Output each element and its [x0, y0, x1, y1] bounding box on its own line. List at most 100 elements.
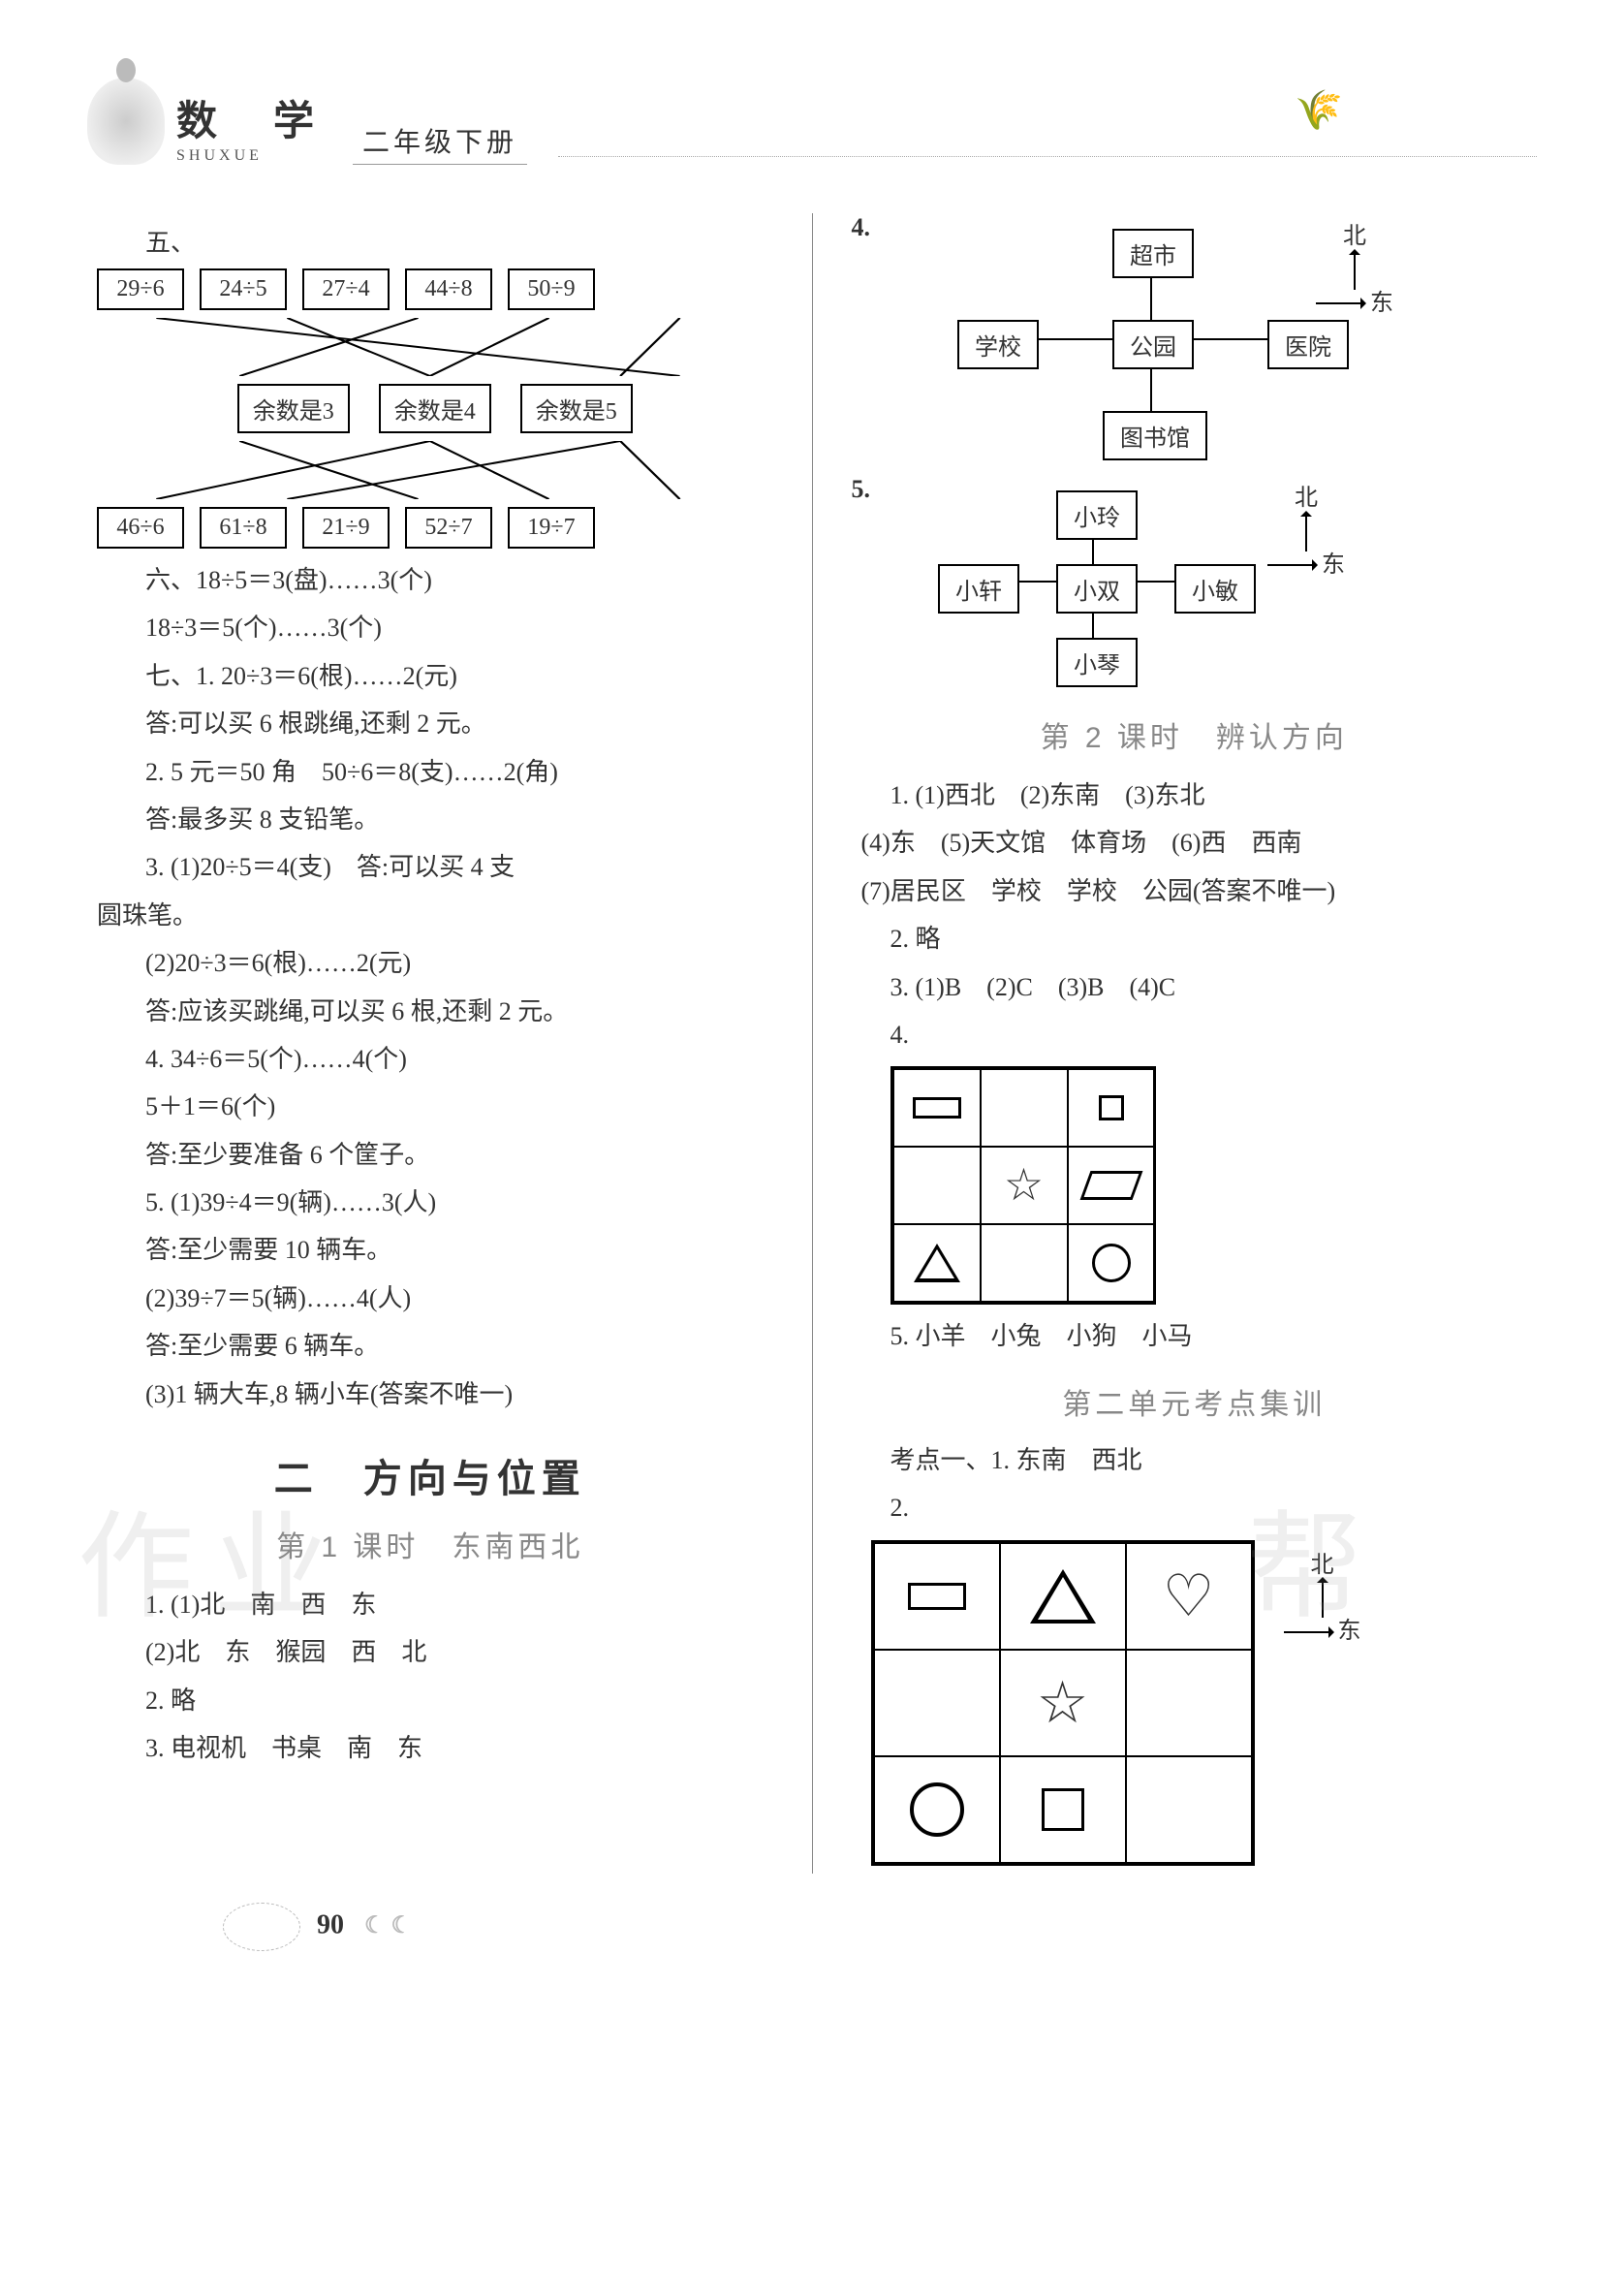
- answer-text: 2. 略: [890, 915, 1538, 962]
- star-icon: ☆: [1004, 1163, 1044, 1208]
- section-5-label: 五、: [145, 223, 773, 259]
- match-box: 24÷5: [200, 268, 287, 310]
- grid-cell: ♡: [1126, 1543, 1252, 1650]
- diagram-node: 小敏: [1174, 564, 1256, 614]
- answer-text: (2)北 东 猴园 西 北: [145, 1628, 773, 1676]
- answer-text: 5. (1)39÷4＝9(辆)……3(人): [145, 1179, 773, 1226]
- diagram-node: 小玲: [1056, 490, 1138, 540]
- answer-text: 3. (1)20÷5＝4(支) 答:可以买 4 支: [145, 843, 773, 891]
- lesson-2-title: 第 2 课时 辨认方向: [852, 713, 1538, 756]
- heart-icon: ♡: [1163, 1567, 1215, 1625]
- answer-text: 七、1. 20÷3＝6(根)……2(元): [145, 652, 773, 700]
- q4-label: 4.: [852, 213, 871, 242]
- answer-text: 5. 小羊 小兔 小狗 小马: [890, 1312, 1538, 1360]
- answer-text: 18÷3＝5(个)……3(个): [145, 604, 773, 651]
- grade-subtitle: 二年级下册: [353, 121, 527, 165]
- grid-cell: ☆: [1000, 1650, 1126, 1756]
- diagram-5: 小玲 小轩 小双 小敏 小琴 北 东: [899, 485, 1345, 678]
- answer-text: (7)居民区 学校 学校 公园(答案不唯一): [861, 867, 1538, 915]
- match-mid-box: 余数是4: [379, 384, 491, 433]
- compass-icon: 北 东: [1284, 1552, 1361, 1647]
- match-box: 52÷7: [405, 507, 492, 549]
- parallelogram-icon: [1079, 1171, 1142, 1200]
- grid-cell: ☆: [981, 1147, 1068, 1224]
- answer-text: 答:可以买 6 根跳绳,还剩 2 元。: [145, 700, 773, 747]
- lesson-1-title: 第 1 课时 东南西北: [87, 1523, 773, 1565]
- grass-deco-icon: 🌾: [1295, 87, 1343, 133]
- q5-label: 5.: [852, 475, 871, 504]
- answer-text: 答:应该买跳绳,可以买 6 根,还剩 2 元。: [145, 988, 773, 1035]
- match-box: 21÷9: [302, 507, 390, 549]
- grid-cell: [874, 1543, 1000, 1650]
- diagram-node: 公园: [1112, 320, 1194, 369]
- answer-text: (2)20÷3＝6(根)……2(元): [145, 939, 773, 987]
- grid-cell: [874, 1650, 1000, 1756]
- answer-text: 1. (1)北 南 西 东: [145, 1581, 773, 1628]
- diagram-node: 超市: [1112, 229, 1194, 278]
- mascot-icon: [87, 78, 165, 165]
- unit2-test-title: 第二单元考点集训: [852, 1380, 1538, 1423]
- answer-text: 2. 5 元＝50 角 50÷6＝8(支)……2(角): [145, 748, 773, 796]
- grid-cell: [1000, 1756, 1126, 1863]
- diagram-node: 小琴: [1056, 638, 1138, 687]
- triangle-icon: [914, 1244, 960, 1282]
- right-column: 4. 超市 学校 公园 医院 图书馆 北 东: [852, 213, 1538, 1874]
- subject-pinyin: SHUXUE: [176, 147, 322, 165]
- diagram-4: 超市 学校 公园 医院 图书馆 北 东: [899, 223, 1403, 456]
- answer-text: 答:至少要准备 6 个筐子。: [145, 1131, 773, 1179]
- match-lines-top: [97, 318, 764, 376]
- circle-icon: [1092, 1244, 1131, 1282]
- column-divider: [812, 213, 813, 1874]
- circle-icon: [910, 1782, 964, 1837]
- match-box: 61÷8: [200, 507, 287, 549]
- page-number-block: 90 ☾ ☾: [223, 1903, 1537, 1951]
- star-icon: ☆: [1037, 1674, 1089, 1732]
- answer-text: 3. (1)B (2)C (3)B (4)C: [890, 963, 1538, 1011]
- compass-east: 东: [1370, 290, 1393, 318]
- match-box: 46÷6: [97, 507, 184, 549]
- match-top-row: 29÷6 24÷5 27÷4 44÷8 50÷9: [97, 268, 773, 310]
- answer-text: 答:至少需要 10 辆车。: [145, 1226, 773, 1274]
- answer-text: 答:至少需要 6 辆车。: [145, 1322, 773, 1370]
- rectangle-icon: [913, 1097, 961, 1119]
- answer-text: 5＋1＝6(个): [145, 1083, 773, 1130]
- answer-text: 圆珠笔。: [97, 892, 773, 939]
- page-number: 90: [317, 1909, 344, 1939]
- answer-text: 3. 电视机 书桌 南 东: [145, 1724, 773, 1772]
- grid-cell: [1126, 1756, 1252, 1863]
- match-box: 50÷9: [508, 268, 595, 310]
- diagram-node: 小双: [1056, 564, 1138, 614]
- compass-east: 东: [1322, 552, 1345, 580]
- page-header: 数 学 SHUXUE 二年级下册 🌾: [87, 78, 1537, 165]
- answer-text: 考点一、1. 东南 西北: [890, 1436, 1538, 1484]
- diagram-node: 图书馆: [1103, 411, 1207, 460]
- grid-cell: [893, 1147, 981, 1224]
- left-column: 五、 29÷6 24÷5 27÷4 44÷8 50÷9 余数是3 余数是4: [87, 213, 773, 1874]
- header-dotted-line: [558, 156, 1537, 157]
- diagram-node: 小轩: [938, 564, 1019, 614]
- grid-cell: [1000, 1543, 1126, 1650]
- rectangle-icon: [908, 1583, 966, 1610]
- match-mid-box: 余数是5: [520, 384, 633, 433]
- compass-icon: 北 东: [1316, 223, 1393, 318]
- answer-text: 2. 略: [145, 1677, 773, 1724]
- match-box: 19÷7: [508, 507, 595, 549]
- square-icon: [1099, 1095, 1124, 1120]
- q4-grid-label: 4.: [890, 1011, 1538, 1058]
- answer-text: 1. (1)西北 (2)东南 (3)东北: [890, 772, 1538, 819]
- moon-deco-icon: ☾ ☾: [364, 1913, 412, 1939]
- grid-3x3-large: ♡ ☆: [871, 1540, 1255, 1866]
- match-box: 44÷8: [405, 268, 492, 310]
- compass-east: 东: [1338, 1618, 1361, 1646]
- match-mid-row: 余数是3 余数是4 余数是5: [97, 384, 773, 433]
- page-oval-deco-icon: [223, 1903, 300, 1951]
- answer-text: 4. 34÷6＝5(个)……4(个): [145, 1035, 773, 1083]
- answer-text: (2)39÷7＝5(辆)……4(人): [145, 1275, 773, 1322]
- answer-text: (4)东 (5)天文馆 体育场 (6)西 西南: [861, 819, 1538, 867]
- match-box: 29÷6: [97, 268, 184, 310]
- unit-2-title: 二 方向与位置: [87, 1447, 773, 1503]
- grid-cell: [1126, 1650, 1252, 1756]
- answer-text: 答:最多买 8 支铅笔。: [145, 796, 773, 843]
- answer-text: 六、18÷5＝3(盘)……3(个): [145, 556, 773, 604]
- grid-cell: [1068, 1069, 1155, 1147]
